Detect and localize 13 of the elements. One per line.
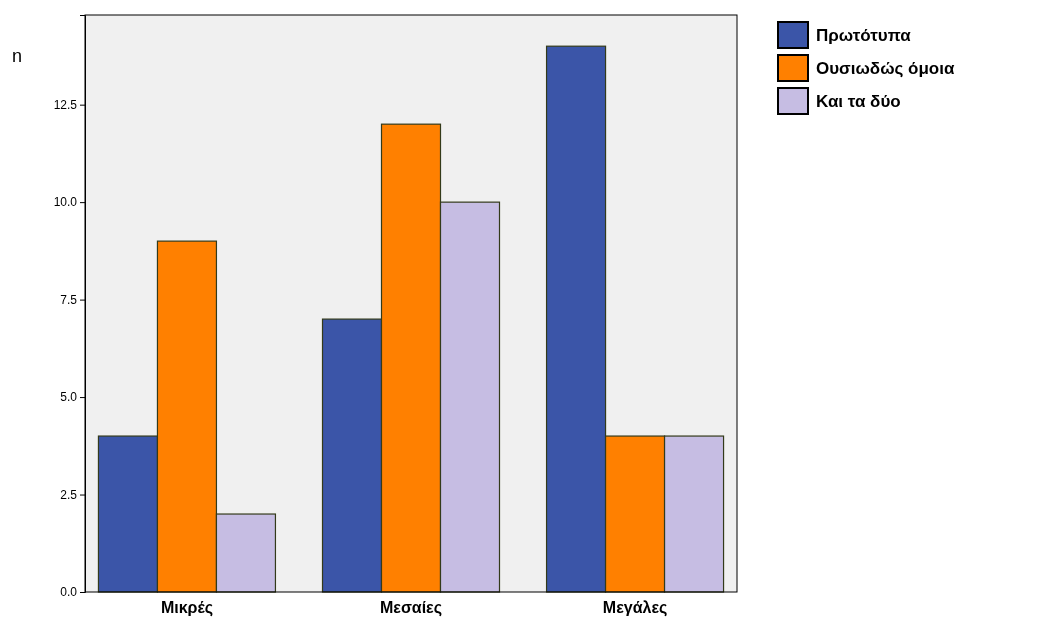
y-tick-label: 5.0 [60,390,78,405]
legend-label: Και τα δύο [816,92,901,111]
y-tick-label: 0.0 [60,585,78,600]
legend-label: Πρωτότυπα [816,26,912,45]
y-tick-label: 10.0 [53,195,78,210]
legend-label: Ουσιωδώς όμοια [816,59,955,78]
x-tick-label: Μεγάλες [602,599,668,618]
x-tick-label: Μικρές [160,599,214,618]
y-axis-title: n [12,46,23,66]
x-tick-label: Μεσαίες [379,599,443,618]
y-tick-label: 12.5 [53,98,78,113]
y-tick-label: 7.5 [60,292,78,307]
y-tick-label: 2.5 [60,487,78,502]
